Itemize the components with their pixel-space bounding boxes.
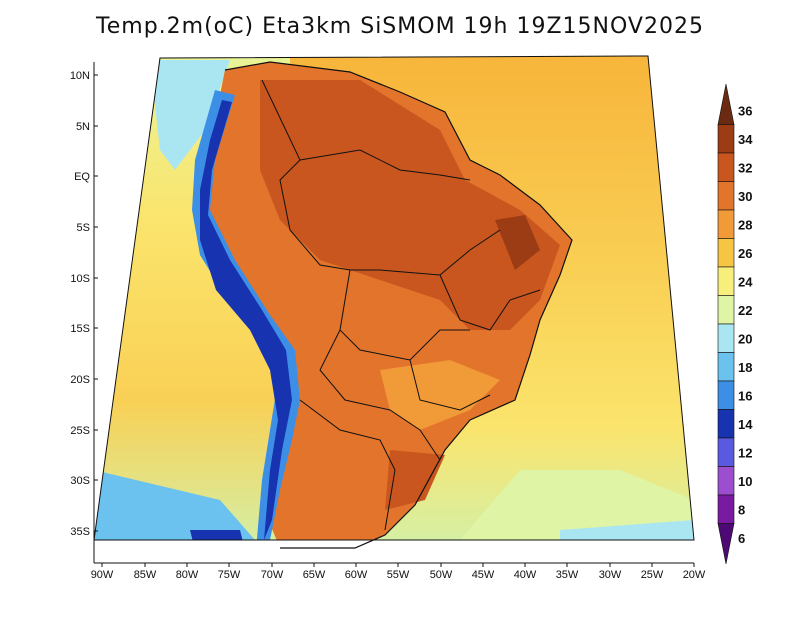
lat-label: 25S [70,425,90,437]
border-line [409,359,491,411]
lat-label: EQ [74,171,90,183]
colorbar-label: 36 [738,103,752,118]
colorbar-swatch [717,494,735,524]
pacific-cold-spot [190,530,245,540]
colorbar-swatch [717,152,735,182]
border-line [339,269,470,361]
colorbar-swatch [717,409,735,439]
colorbar: 36 34 32 30 28 26 24 22 20 18 16 14 12 10 8 6 [717,83,753,565]
colorbar-label: 20 [738,331,752,346]
lon-label: 20W [683,569,706,581]
lat-label: 15S [70,323,90,335]
border-line [299,399,396,531]
colorbar-label: 26 [738,246,752,261]
border-line [319,329,441,461]
lon-label: 80W [176,569,199,581]
colorbar-label: 34 [738,132,753,147]
longitude-ticks [101,563,695,567]
colorbar-label: 12 [738,445,752,460]
northeast-hot-spot [495,215,540,270]
lon-label: 25W [641,569,664,581]
colorbar-label: 22 [738,303,752,318]
border-line [261,79,501,276]
colorbar-label: 18 [738,360,752,375]
colorbar-label: 32 [738,160,752,175]
southeast-warm-zone [380,360,500,430]
lon-label: 75W [218,569,241,581]
lon-label: 55W [387,569,410,581]
colorbar-swatch [717,83,735,125]
colorbar-swatch [717,266,735,296]
lon-label: 40W [514,569,537,581]
colorbar-label: 24 [738,274,753,289]
lon-label: 50W [430,569,453,581]
colorbar-swatch [717,238,735,268]
colorbar-swatch [717,124,735,154]
lat-label: 30S [70,475,90,487]
lon-label: 30W [599,569,622,581]
lat-label: 10N [70,70,90,82]
atlantic-cold-south [560,520,694,540]
coastline [224,61,573,549]
latitude-axis: 10N 5N EQ 5S 10S 15S 20S 25S 30S 35S [70,70,91,538]
colorbar-label: 16 [738,388,752,403]
pacific-cool-north [150,60,230,170]
political-borders [224,61,573,549]
lat-label: 35S [70,526,90,538]
lon-label: 60W [345,569,368,581]
colorbar-label: 10 [738,474,752,489]
latitude-ticks [94,74,98,532]
lon-label: 65W [303,569,326,581]
colorbar-swatch [717,523,735,565]
colorbar-swatch [717,437,735,467]
lon-label: 45W [472,569,495,581]
amazon-hot-zone [260,80,560,330]
map-field [94,56,694,540]
colorbar-swatch [717,295,735,325]
southern-brazil-zone [385,450,445,510]
colorbar-swatch [717,352,735,382]
colorbar-swatch [717,209,735,239]
colorbar-swatch [717,466,735,496]
atlantic-cool-south [460,470,694,540]
colorbar-label: 28 [738,217,752,232]
colorbar-label: 30 [738,189,752,204]
map-frame [93,55,695,541]
colorbar-swatch [717,181,735,211]
lat-label: 5N [76,121,90,133]
colorbar-label: 8 [738,502,745,517]
map-title: Temp.2m(oC) Eta3km SiSMOM 19h 19Z15NOV20… [96,14,704,39]
border-line [439,274,541,331]
andes-coldest-core [200,100,292,540]
lon-label: 90W [91,569,114,581]
pacific-cool-south [94,470,255,540]
lat-label: 20S [70,374,90,386]
lon-label: 85W [134,569,157,581]
colorbar-label: 14 [738,417,753,432]
border-line [299,149,471,181]
colorbar-label: 6 [738,531,745,546]
lon-label: 35W [556,569,579,581]
lon-label: 70W [261,569,284,581]
lat-label: 5S [77,222,90,234]
longitude-axis: 90W 85W 80W 75W 70W 65W 60W 55W 50W 45W … [91,569,706,581]
colorbar-swatch [717,380,735,410]
colorbar-swatch [717,323,735,353]
lat-label: 10S [70,273,90,285]
